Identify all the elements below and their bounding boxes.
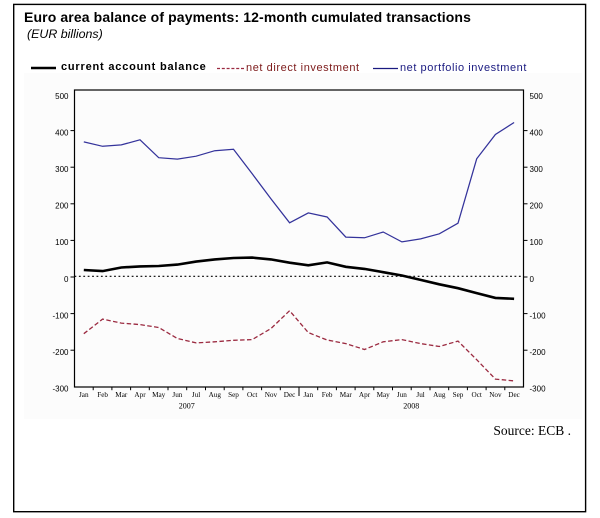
svg-text:-200: -200 [52, 348, 69, 357]
svg-text:300: 300 [55, 165, 69, 174]
svg-text:-100: -100 [530, 311, 547, 320]
svg-text:Jun: Jun [172, 391, 182, 399]
svg-text:0: 0 [64, 275, 69, 284]
svg-text:Nov: Nov [489, 391, 502, 399]
svg-text:Feb: Feb [322, 391, 333, 399]
svg-text:Dec: Dec [508, 391, 520, 399]
svg-text:400: 400 [55, 128, 69, 137]
svg-text:Nov: Nov [265, 391, 278, 399]
svg-text:2007: 2007 [179, 402, 195, 411]
svg-text:Mar: Mar [340, 391, 353, 399]
svg-text:Feb: Feb [97, 391, 108, 399]
svg-text:Apr: Apr [134, 391, 146, 399]
svg-text:Dec: Dec [284, 391, 296, 399]
svg-text:Mar: Mar [115, 391, 128, 399]
svg-text:500: 500 [55, 92, 69, 101]
svg-text:Aug: Aug [433, 391, 446, 399]
svg-text:2008: 2008 [403, 402, 419, 411]
svg-text:400: 400 [530, 128, 544, 137]
svg-text:300: 300 [530, 165, 544, 174]
svg-text:100: 100 [530, 238, 544, 247]
svg-text:-300: -300 [530, 385, 547, 394]
svg-text:Jun: Jun [397, 391, 407, 399]
svg-text:-300: -300 [52, 385, 69, 394]
svg-text:May: May [377, 391, 391, 399]
svg-text:Sep: Sep [228, 391, 239, 399]
svg-text:-100: -100 [52, 311, 69, 320]
svg-text:Jul: Jul [416, 391, 424, 399]
svg-text:Jan: Jan [79, 391, 89, 399]
svg-text:200: 200 [55, 202, 69, 211]
svg-text:500: 500 [530, 92, 544, 101]
svg-text:Jan: Jan [304, 391, 314, 399]
svg-text:Jul: Jul [192, 391, 200, 399]
svg-text:100: 100 [55, 238, 69, 247]
svg-text:Sep: Sep [453, 391, 464, 399]
svg-text:200: 200 [530, 202, 544, 211]
svg-text:Aug: Aug [209, 391, 222, 399]
svg-text:-200: -200 [530, 348, 547, 357]
svg-text:Apr: Apr [359, 391, 371, 399]
svg-text:Oct: Oct [472, 391, 482, 399]
svg-text:May: May [152, 391, 166, 399]
svg-text:0: 0 [530, 275, 535, 284]
svg-text:Oct: Oct [247, 391, 257, 399]
